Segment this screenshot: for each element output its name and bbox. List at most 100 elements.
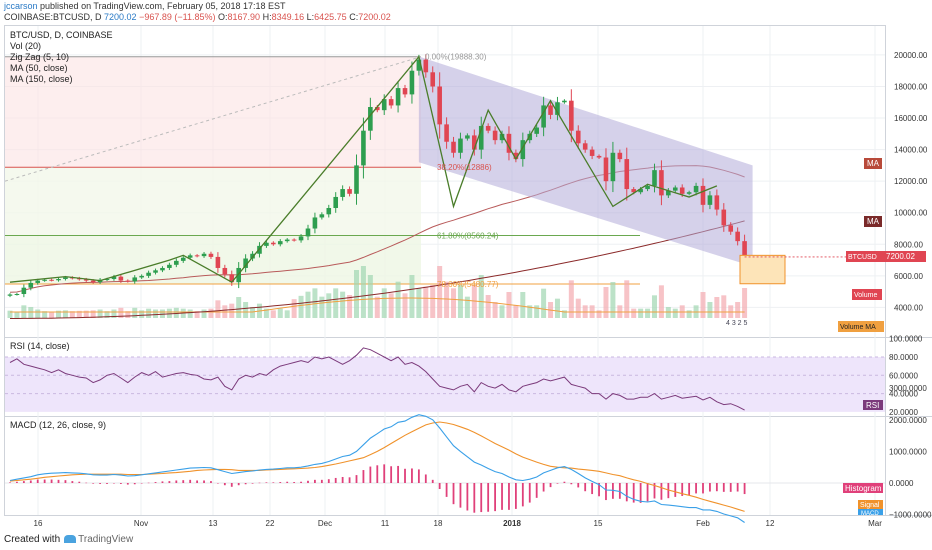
histogram-bar (78, 481, 81, 483)
histogram-bar (521, 483, 524, 507)
candle-body (596, 155, 602, 158)
date-tick-label: 22 (266, 519, 275, 528)
volume-bar (97, 309, 103, 318)
legend-ma150[interactable]: MA (150, close) (10, 74, 73, 84)
legend-symbol[interactable]: BTC/USD, D, COINBASE (10, 30, 113, 40)
candle-body (264, 242, 269, 246)
rsi-title[interactable]: RSI (14, close) (10, 341, 70, 351)
brand-name[interactable]: TradingView (78, 534, 134, 545)
candle-body (478, 125, 484, 150)
candle-body (638, 189, 643, 193)
volume-bar (651, 295, 657, 318)
histogram-bar (660, 483, 663, 500)
candle-body (617, 152, 623, 160)
volume-bar (575, 298, 581, 318)
volume-bars (7, 266, 748, 318)
candle-body (187, 255, 193, 258)
last-price: 7200.02 (104, 12, 137, 22)
volume-bar (139, 310, 145, 318)
candle-body (180, 257, 186, 261)
histogram-bar (556, 483, 559, 484)
volume-bar (291, 299, 297, 318)
candle-body (215, 256, 221, 268)
candle-body (229, 274, 235, 283)
histogram-bar (674, 483, 677, 497)
candle-body (174, 260, 179, 265)
price-tick-label: 6000.00 (894, 272, 923, 281)
histogram-bar (168, 481, 171, 483)
volume-bar (513, 305, 519, 318)
histogram-bar (445, 483, 448, 497)
candle-body (721, 209, 727, 226)
last-price-box (884, 251, 926, 262)
volume-bar (645, 308, 651, 318)
candle-body (271, 242, 276, 245)
volume-bar (381, 288, 387, 318)
candle-body (63, 277, 68, 280)
last-price-value: 7200.02 (886, 252, 915, 261)
volume-bar (492, 302, 498, 318)
histogram-bar (514, 483, 517, 509)
volume-bar (444, 281, 450, 318)
candle-body (402, 88, 408, 95)
created-with-text: Created with (4, 534, 61, 545)
volume-bar (159, 309, 165, 318)
candle-body (374, 107, 380, 111)
legend-ma50[interactable]: MA (50, close) (10, 63, 68, 73)
candle-body (603, 157, 609, 182)
volume-bar (208, 308, 214, 318)
histogram-bar (605, 483, 607, 501)
volume-ma-tag (838, 321, 884, 332)
price-tick-label: 4000.00 (894, 303, 923, 312)
candle-body (160, 267, 165, 271)
volume-bar (742, 288, 748, 318)
legend-zigzag[interactable]: Zig Zag (5, 10) (10, 52, 70, 62)
volume-bar (187, 309, 193, 318)
histogram-bar (133, 483, 136, 485)
macd-tag-label: MACD (861, 511, 879, 517)
macd-title[interactable]: MACD (12, 26, close, 9) (10, 420, 107, 430)
candle-body (354, 165, 359, 194)
histogram-bar (632, 483, 635, 503)
volume-bar (194, 311, 200, 318)
histogram-bar (438, 483, 441, 490)
histogram-bar (71, 481, 74, 483)
rsi-pane: 100.0000 80.0000 60.0000 40.0000 20.0000 RSI (5, 335, 923, 417)
histogram-bar (695, 483, 697, 494)
histogram-bar (320, 479, 323, 483)
histogram-bar (50, 479, 53, 483)
date-tick-label: 2018 (503, 519, 521, 528)
volume-bar (374, 296, 380, 318)
volume-bar (132, 307, 138, 318)
volume-ma-line (10, 297, 745, 313)
username[interactable]: jccarson (4, 1, 38, 11)
candle-body (562, 100, 567, 103)
candle-body (194, 255, 200, 257)
histogram-bar (667, 483, 670, 499)
histogram-bar (210, 481, 212, 483)
histogram-bar (715, 483, 718, 492)
histogram-bar (618, 483, 621, 499)
candle-body (714, 195, 720, 210)
histogram-bar (64, 480, 67, 483)
signal-tag-label: Signal (860, 502, 880, 509)
volume-bar (35, 309, 41, 318)
rsi-tick-label: 60.0000 (889, 371, 918, 380)
legend-volume[interactable]: Vol (20) (10, 41, 42, 51)
histogram-bar (57, 479, 60, 483)
histogram-bar (459, 483, 462, 508)
volume-bar (520, 292, 526, 318)
volume-bar (457, 285, 463, 318)
histogram-bar (709, 483, 711, 492)
date-tick-label: 15 (594, 519, 603, 528)
candle-body (146, 272, 151, 276)
candle-body (277, 241, 283, 245)
candle-body (423, 59, 429, 73)
histogram-bar (362, 470, 365, 483)
volume-bar (90, 310, 96, 318)
candle-body (21, 287, 27, 295)
low-value: 6425.75 (314, 12, 347, 22)
histogram-bar (223, 483, 226, 486)
histogram-bar (397, 465, 399, 483)
